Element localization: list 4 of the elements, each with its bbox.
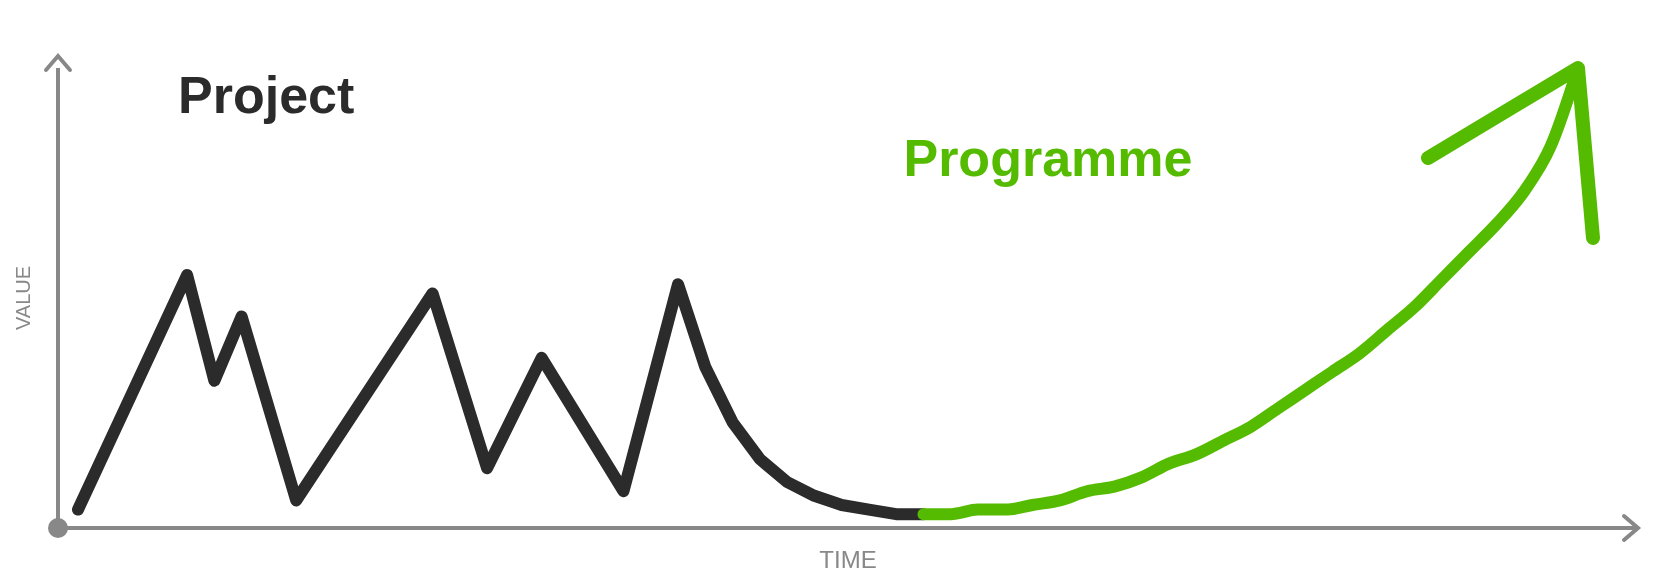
y-axis-title: VALUE [12,265,35,331]
text: Project [178,65,355,125]
x-axis-title: TIME [819,546,877,573]
text: Programme [903,128,1193,188]
